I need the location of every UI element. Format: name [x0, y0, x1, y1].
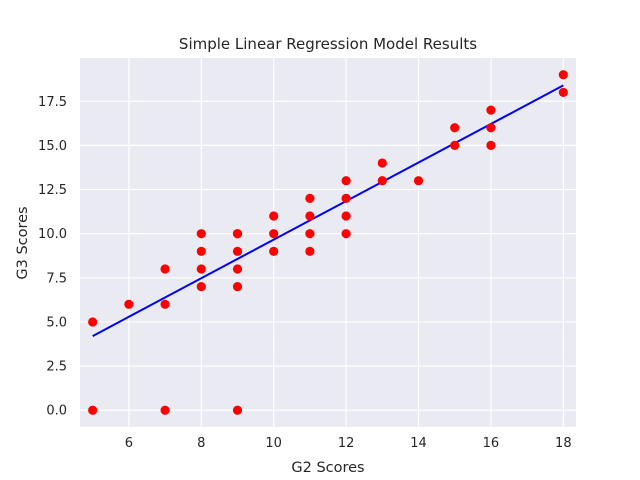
data-point: [232, 264, 243, 274]
y-tick-label: 2.5: [46, 360, 67, 375]
scatter-points: [88, 70, 568, 415]
x-tick-labels: 6 8 10 12 14 16 18: [125, 436, 572, 451]
data-point: [269, 211, 279, 221]
y-tick-label: 17.5: [38, 95, 67, 110]
data-point: [160, 264, 170, 274]
x-tick-label: 10: [265, 436, 282, 451]
data-point: [124, 299, 134, 309]
data-point: [196, 246, 206, 256]
data-point: [486, 105, 496, 115]
x-tick-label: 12: [338, 436, 355, 451]
data-point: [377, 158, 387, 168]
y-axis-label: G3 Scores: [15, 206, 31, 279]
data-point: [196, 264, 206, 274]
data-point: [450, 123, 460, 133]
data-point: [413, 176, 424, 186]
data-point: [450, 140, 460, 150]
data-point: [377, 176, 387, 186]
data-point: [88, 317, 98, 327]
plot-area: [80, 58, 576, 427]
y-tick-label: 10.0: [38, 227, 67, 242]
data-point: [341, 193, 351, 203]
y-tick-label: 7.5: [46, 271, 67, 286]
y-tick-label: 5.0: [46, 315, 67, 330]
data-point: [196, 229, 206, 239]
regression-line: [92, 84, 564, 337]
y-tick-label: 12.5: [38, 183, 67, 198]
data-point: [341, 176, 351, 186]
data-point: [232, 246, 243, 256]
data-point: [305, 211, 315, 221]
data-point: [269, 229, 279, 239]
data-point: [88, 405, 98, 415]
data-point: [305, 246, 315, 256]
x-axis-label: G2 Scores: [291, 460, 364, 476]
data-point: [305, 193, 315, 203]
chart-title: Simple Linear Regression Model Results: [179, 35, 477, 53]
data-point: [196, 282, 206, 292]
y-tick-label: 0.0: [46, 404, 67, 419]
y-tick-labels: 0.0 2.5 5.0 7.5 10.0 12.5 15.0 17.5: [38, 95, 67, 419]
data-point: [232, 282, 243, 292]
x-tick-label: 18: [555, 436, 572, 451]
data-point: [341, 229, 351, 239]
data-point: [232, 405, 243, 415]
x-tick-label: 6: [125, 436, 133, 451]
data-point: [160, 405, 170, 415]
data-point: [486, 140, 496, 150]
data-point: [558, 70, 568, 80]
x-tick-label: 16: [483, 436, 500, 451]
x-tick-label: 8: [197, 436, 205, 451]
data-point: [341, 211, 351, 221]
y-tick-label: 15.0: [38, 139, 67, 154]
data-point: [232, 229, 243, 239]
data-point: [305, 229, 315, 239]
data-point: [269, 246, 279, 256]
data-point: [486, 123, 496, 133]
data-point: [160, 299, 170, 309]
regression-line-group: [92, 84, 564, 337]
data-point: [558, 87, 568, 98]
x-tick-label: 14: [410, 436, 427, 451]
